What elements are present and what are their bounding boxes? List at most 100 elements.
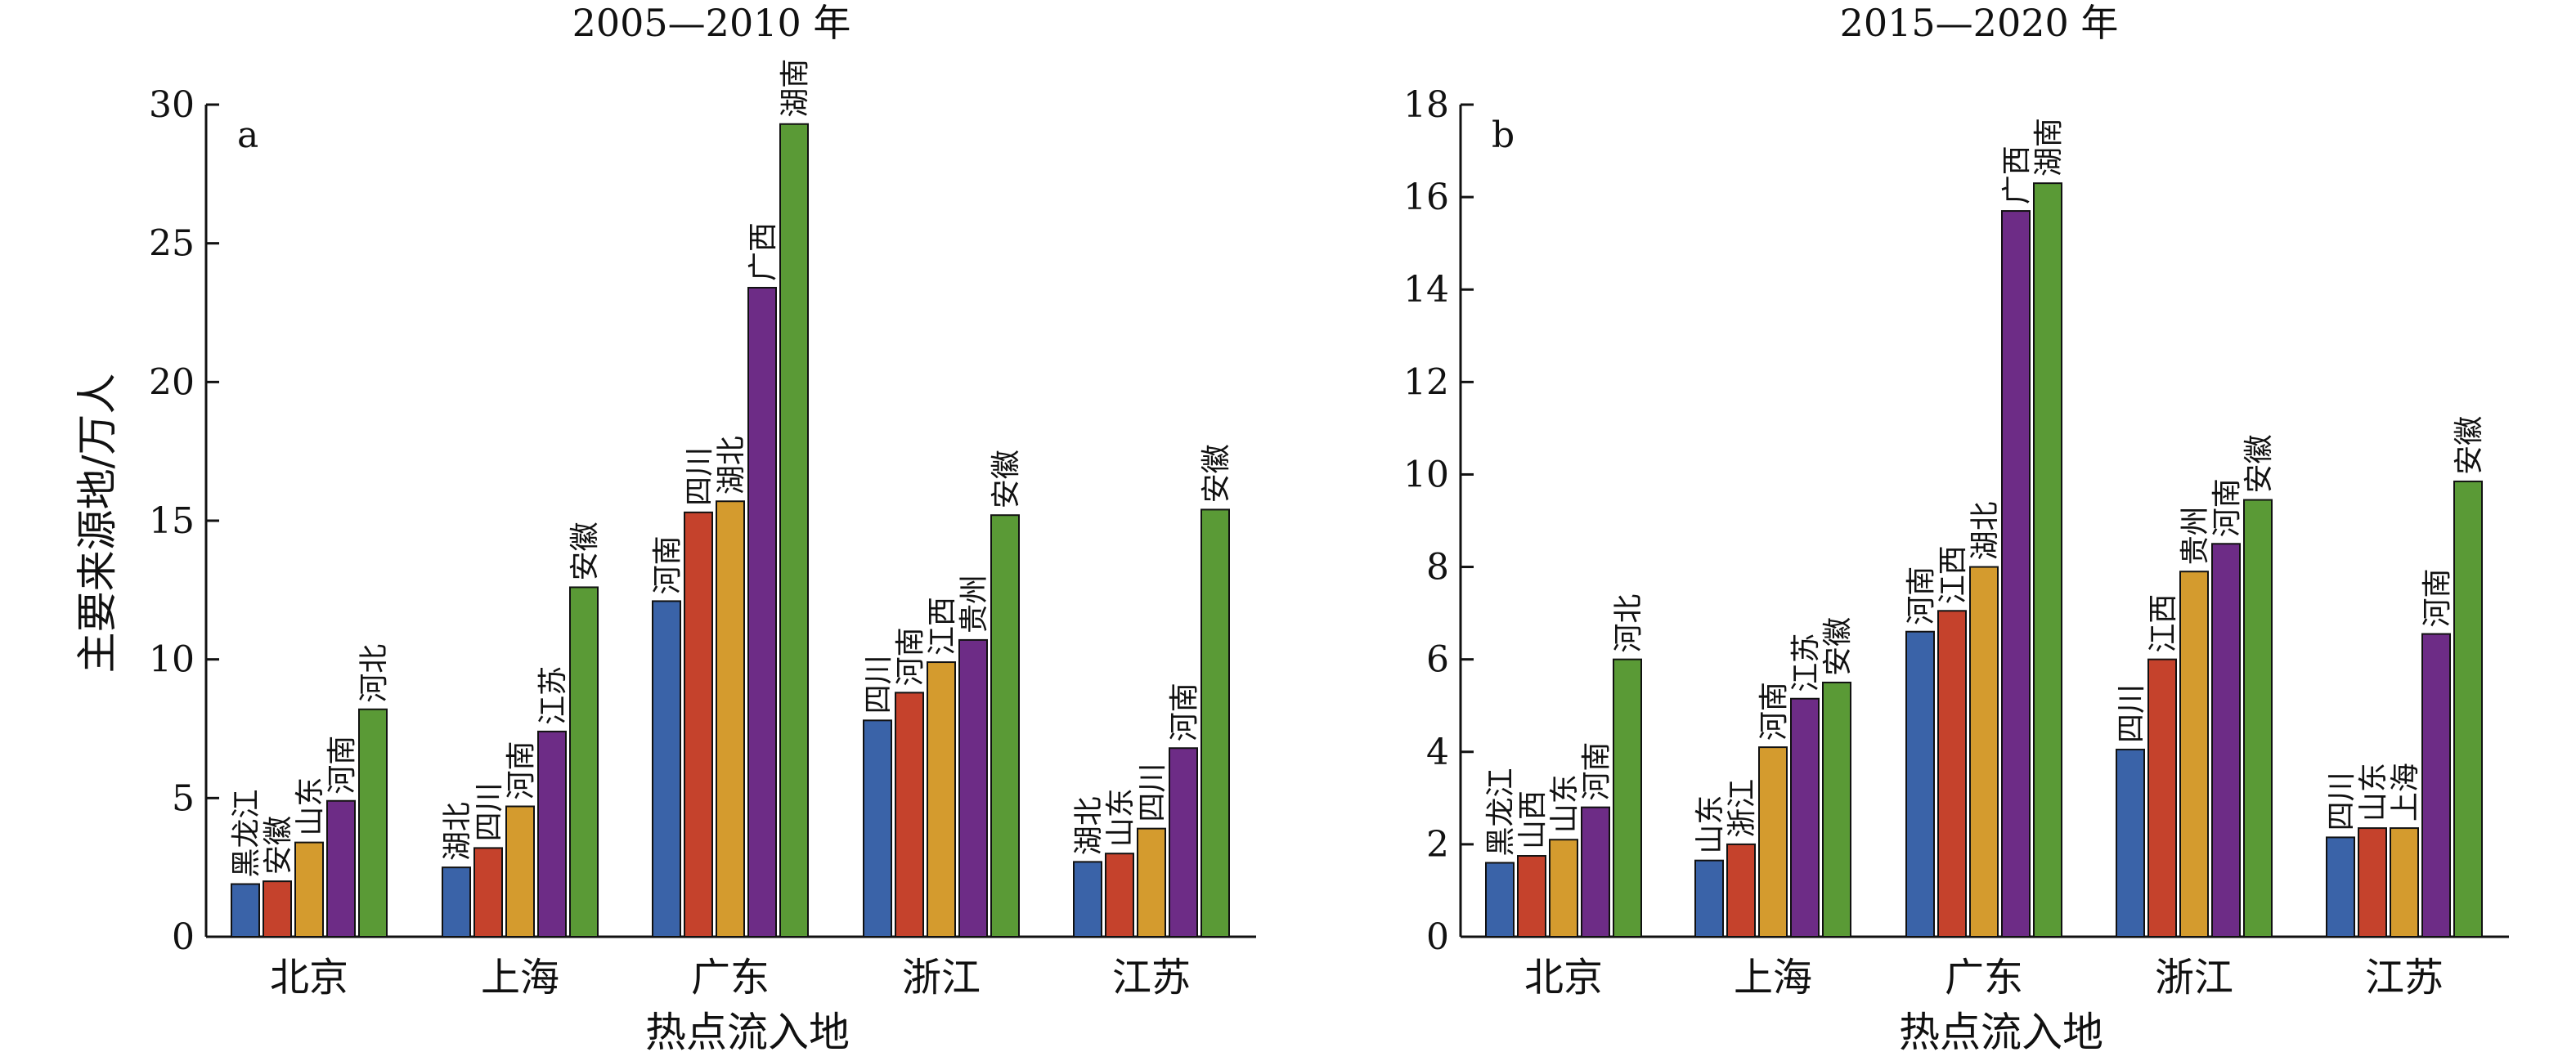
- bar: [1905, 630, 1935, 938]
- bar: [2390, 827, 2419, 938]
- bar: [2453, 480, 2483, 938]
- bar-label: 安徽: [2242, 435, 2276, 494]
- bar-label: 贵州: [958, 575, 991, 633]
- bar: [1790, 697, 1820, 938]
- panel-letter: a: [237, 114, 258, 156]
- bar: [1694, 859, 1724, 938]
- bar-label: 贵州: [2179, 506, 2212, 565]
- bar: [990, 514, 1020, 938]
- x-category-label: 江苏: [2365, 955, 2444, 1001]
- bar: [1937, 610, 1967, 938]
- bar: [294, 841, 324, 938]
- bar: [863, 719, 892, 938]
- panel-title: 2005—2010 年: [572, 1, 851, 45]
- bar-label: 河北: [357, 644, 391, 703]
- bar: [747, 286, 777, 938]
- x-category-label: 广东: [1945, 955, 2023, 1001]
- bar: [1581, 806, 1610, 938]
- bar-label: 山东: [294, 777, 327, 836]
- bar: [2147, 658, 2177, 938]
- bar-label: 河南: [2421, 569, 2454, 628]
- y-tick-label: 18: [1403, 84, 1449, 126]
- x-category-label: 浙江: [2155, 955, 2233, 1001]
- bar: [326, 799, 356, 938]
- bar-label: 河南: [651, 535, 684, 594]
- bar-label: 四川: [683, 447, 716, 506]
- bar: [1822, 681, 1851, 938]
- bar: [2116, 748, 2145, 938]
- bar-label: 河南: [505, 741, 538, 799]
- bar: [2326, 836, 2355, 938]
- x-axis-title: 热点流入地: [1899, 1009, 2103, 1056]
- bar: [1105, 853, 1134, 938]
- bar: [2243, 499, 2273, 938]
- bar: [263, 880, 292, 938]
- bar-label: 江苏: [536, 666, 570, 725]
- bar: [927, 661, 956, 938]
- bar-label: 安徽: [1821, 617, 1855, 676]
- bar-label: 安徽: [262, 816, 295, 875]
- bar: [1485, 862, 1515, 938]
- bar-label: 江苏: [1789, 633, 1823, 692]
- bar: [1549, 839, 1578, 938]
- bar-label: 安徽: [2453, 416, 2486, 475]
- x-category-label: 北京: [1524, 955, 1603, 1001]
- y-tick-label: 20: [149, 361, 195, 403]
- bar-label: 河北: [1612, 594, 1645, 653]
- bar-label: 山东: [1694, 795, 1727, 854]
- bar: [1200, 508, 1230, 938]
- bar-label: 上海: [2389, 763, 2422, 821]
- bar-label: 河南: [894, 627, 927, 686]
- bar-label: 四川: [473, 782, 506, 841]
- bar-label: 江西: [1936, 545, 1970, 604]
- bar: [1517, 855, 1546, 938]
- y-tick-label: 8: [1426, 547, 1449, 589]
- y-tick-label: 5: [172, 777, 195, 819]
- bar-label: 广西: [2000, 145, 2034, 204]
- bar-label: 山东: [1548, 774, 1582, 833]
- bar-label: 浙江: [1726, 779, 1759, 838]
- x-category-label: 北京: [270, 955, 348, 1001]
- bar-label: 山东: [2357, 763, 2390, 821]
- x-category-label: 江苏: [1112, 955, 1191, 1001]
- bar-label: 河南: [1580, 742, 1613, 801]
- bar-label: 广西: [747, 222, 780, 281]
- y-tick-label: 2: [1426, 824, 1449, 866]
- bar-label: 四川: [862, 655, 895, 714]
- bar-label: 江西: [2147, 594, 2180, 653]
- bar: [231, 883, 260, 938]
- y-tick-label: 10: [1403, 454, 1449, 495]
- bar-label: 湖北: [1072, 796, 1106, 855]
- bar-label: 四川: [2325, 772, 2358, 830]
- bar-label: 山东: [1104, 788, 1138, 847]
- y-tick-label: 14: [1403, 269, 1449, 311]
- bar: [652, 600, 681, 938]
- bar-label: 湖南: [2032, 118, 2066, 177]
- bar-label: 湖南: [779, 59, 812, 118]
- bar-label: 安徽: [568, 522, 602, 580]
- y-tick-label: 15: [149, 500, 195, 542]
- panel-title: 2015—2020 年: [1840, 1, 2119, 45]
- x-category-label: 上海: [481, 955, 559, 1001]
- x-axis-title: 热点流入地: [645, 1009, 850, 1056]
- bar: [2421, 633, 2451, 938]
- y-tick-label: 4: [1426, 732, 1449, 773]
- bar-label: 山西: [1516, 790, 1550, 849]
- bar: [505, 805, 535, 938]
- bar: [2179, 571, 2209, 938]
- bar: [684, 511, 713, 938]
- y-tick-label: 25: [149, 223, 195, 265]
- bar: [1073, 861, 1102, 938]
- bar-label: 江西: [926, 597, 959, 656]
- bar: [358, 708, 388, 938]
- panel-a: 2005—2010 年a051015202530黑龙江安徽山东河南河北北京湖北四…: [74, 1, 1256, 1056]
- bar-label: 四川: [1136, 763, 1169, 822]
